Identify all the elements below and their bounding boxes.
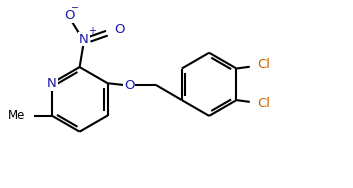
Text: O: O — [64, 9, 75, 22]
Text: O: O — [114, 23, 124, 36]
Text: −: − — [71, 2, 79, 13]
Text: O: O — [124, 79, 134, 92]
Text: Cl: Cl — [257, 97, 270, 110]
Text: +: + — [88, 26, 96, 36]
Text: Cl: Cl — [257, 58, 270, 71]
Text: Me: Me — [8, 109, 25, 122]
Text: N: N — [79, 33, 89, 46]
Text: N: N — [47, 77, 56, 90]
